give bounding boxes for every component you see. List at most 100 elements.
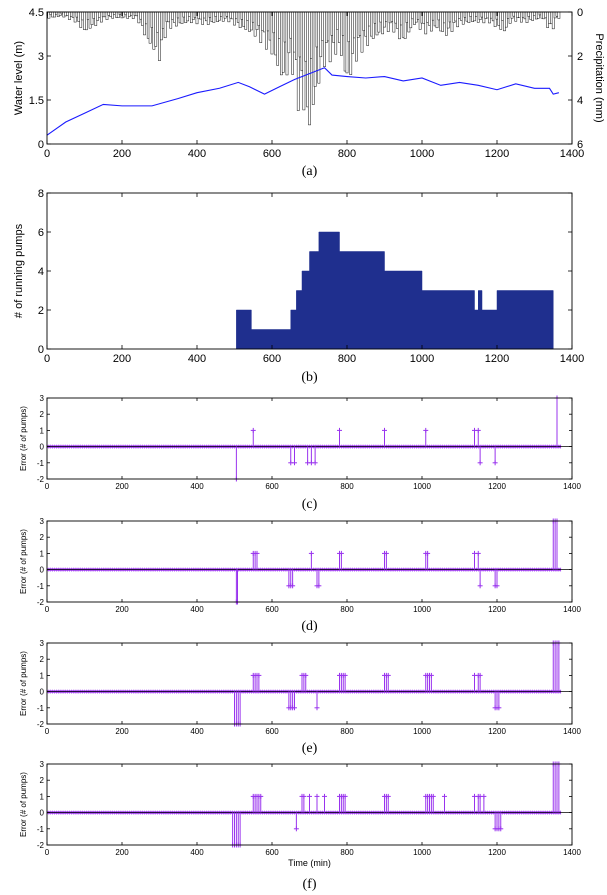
y2-tick-label: 2 — [577, 51, 583, 63]
y-tick-label: -2 — [37, 720, 45, 729]
x-tick-label: 1000 — [413, 482, 431, 491]
x-tick-label: 1000 — [413, 727, 431, 736]
y-tick-label: 4.5 — [29, 7, 44, 19]
x-tick-label: 1400 — [560, 353, 584, 365]
y-axis-label: Error (# of pumps) — [19, 529, 28, 594]
y-tick-label: 2 — [40, 533, 45, 542]
x-tick-label: 600 — [263, 353, 281, 365]
panel-e: 0 200 400 600 800 1000 1200 1400 -2 -1 0 1 2 3 Error (… — [19, 639, 581, 756]
x-tick-label: 1200 — [488, 482, 506, 491]
x-tick-label: 800 — [338, 353, 356, 365]
x-tick-label: 0 — [45, 848, 50, 857]
plot-frame — [46, 11, 573, 145]
x-tick-label: 0 — [45, 605, 50, 614]
panel-caption: (d) — [301, 619, 318, 634]
x-tick-label: 800 — [340, 848, 354, 857]
panel-f: 0 200 400 600 800 1000 1200 1400 -2 -1 0 1 2 3 Error (… — [19, 760, 581, 892]
x-axis-label: Time (min) — [288, 858, 331, 868]
x-tick-label: 1000 — [410, 353, 434, 365]
x-tick-label: 200 — [115, 727, 129, 736]
panel-caption: (c) — [302, 497, 318, 512]
y-tick-label: 0 — [40, 566, 45, 575]
y-tick-label: 2 — [40, 410, 45, 419]
water-level-line — [46, 67, 560, 136]
y-tick-label: 0 — [38, 344, 44, 356]
y-tick-label: 0 — [40, 688, 45, 697]
x-tick-label: 1000 — [413, 605, 431, 614]
x-tick-label: 800 — [338, 148, 356, 160]
x-tick-label: 600 — [263, 148, 281, 160]
x-tick-label: 400 — [190, 482, 204, 491]
x-tick-label: 400 — [188, 148, 206, 160]
x-tick-label: 0 — [45, 482, 50, 491]
y-tick-label: -1 — [37, 459, 45, 468]
x-tick-label: 1400 — [560, 148, 584, 160]
y-tick-label: 2 — [40, 776, 45, 785]
y2-tick-label: 4 — [577, 95, 583, 107]
y-axis-label: Error (# of pumps) — [19, 772, 28, 837]
x-tick-label: 1000 — [413, 848, 431, 857]
x-tick-label: 1400 — [563, 727, 581, 736]
plot-frame — [46, 520, 573, 603]
y2-axis-label: Precipitation (mm) — [593, 33, 605, 122]
y-tick-label: 6 — [38, 227, 44, 239]
x-tick-label: 400 — [190, 727, 204, 736]
panel-caption: (e) — [302, 741, 318, 756]
x-tick-label: 0 — [44, 148, 50, 160]
y-tick-label: 4 — [38, 266, 44, 278]
y-tick-label: -2 — [37, 598, 45, 607]
x-tick-label: 400 — [190, 848, 204, 857]
y-tick-label: -2 — [37, 841, 45, 850]
x-tick-label: 200 — [115, 848, 129, 857]
x-tick-label: 800 — [340, 727, 354, 736]
x-tick-label: 1200 — [488, 727, 506, 736]
y-tick-label: -1 — [37, 582, 45, 591]
x-tick-label: 1400 — [563, 605, 581, 614]
y-tick-label: 1 — [40, 792, 45, 801]
y-tick-label: 3 — [38, 51, 44, 63]
y-tick-label: 1 — [40, 671, 45, 680]
x-tick-label: 600 — [265, 482, 279, 491]
x-tick-label: 1200 — [488, 605, 506, 614]
plot-frame — [46, 397, 573, 480]
y-tick-label: -1 — [37, 825, 45, 834]
y-tick-label: 1 — [40, 426, 45, 435]
x-tick-label: 600 — [265, 605, 279, 614]
y-tick-label: -2 — [37, 475, 45, 484]
x-tick-label: 1200 — [485, 148, 509, 160]
y-tick-label: 3 — [40, 760, 45, 769]
x-tick-label: 1200 — [488, 848, 506, 857]
x-tick-label: 600 — [265, 848, 279, 857]
y-tick-label: 0 — [40, 809, 45, 818]
y-axis-label: Error (# of pumps) — [19, 651, 28, 716]
x-tick-label: 800 — [340, 605, 354, 614]
x-tick-label: 0 — [44, 353, 50, 365]
x-tick-label: 400 — [190, 605, 204, 614]
panel-caption: (b) — [301, 370, 318, 385]
precipitation-bar — [557, 11, 561, 19]
plot-frame — [46, 642, 573, 725]
panel-c: 0 200 400 600 800 1000 1200 1400 -2 -1 0 1 2 3 Error (… — [19, 394, 581, 512]
y-tick-label: 2 — [38, 305, 44, 317]
y-tick-label: 3 — [40, 394, 45, 403]
y-tick-label: 1 — [40, 549, 45, 558]
panel-caption: (f) — [303, 877, 317, 892]
panel-d: 0 200 400 600 800 1000 1200 1400 -2 -1 0 1 2 3 Error (… — [19, 517, 581, 634]
plot-frame — [46, 763, 573, 846]
panel-caption: (a) — [302, 164, 318, 179]
x-tick-label: 600 — [265, 727, 279, 736]
y-tick-label: 0 — [38, 139, 44, 151]
y2-tick-label: 6 — [577, 139, 583, 151]
x-tick-label: 200 — [113, 148, 131, 160]
running-pumps-area — [236, 231, 554, 350]
y-tick-label: 3 — [40, 639, 45, 648]
x-tick-label: 800 — [340, 482, 354, 491]
panel-a: 0 2 4 6 Precipitation (mm) 0 200 400 600 800 1000 1… — [13, 7, 605, 179]
x-tick-label: 0 — [45, 727, 50, 736]
y-axis-label: # of running pumps — [13, 223, 25, 318]
x-tick-label: 1400 — [563, 482, 581, 491]
x-tick-label: 200 — [113, 353, 131, 365]
precipitation-bars — [47, 11, 561, 126]
x-tick-label: 1000 — [410, 148, 434, 160]
